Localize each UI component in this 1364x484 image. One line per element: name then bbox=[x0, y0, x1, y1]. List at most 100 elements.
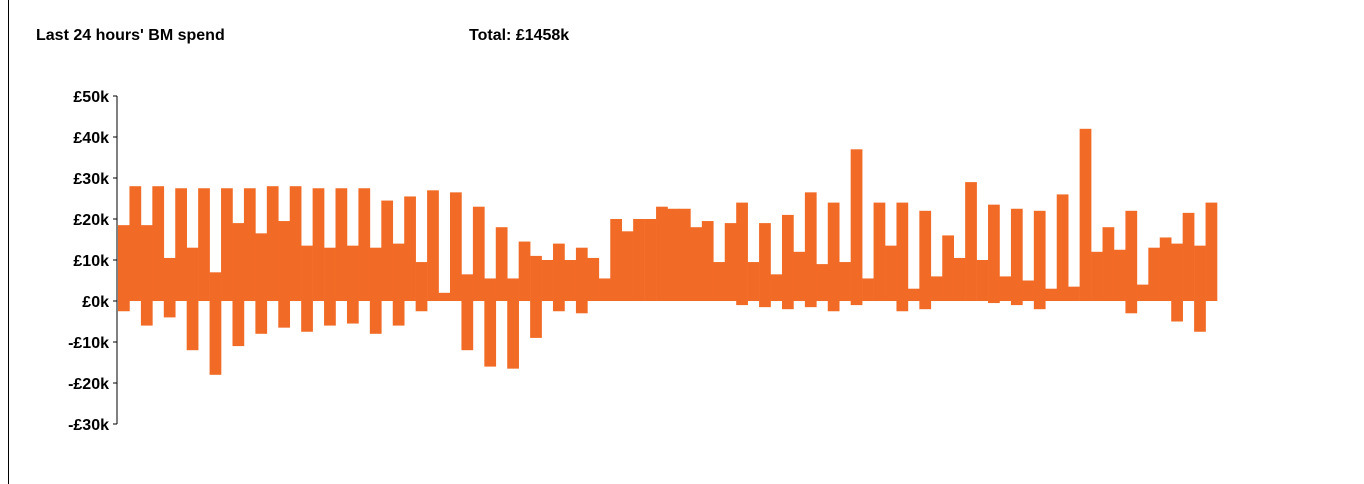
bar-positive bbox=[724, 223, 737, 301]
bar-positive bbox=[404, 196, 416, 301]
bar-negative bbox=[781, 301, 794, 310]
bar-positive bbox=[804, 192, 817, 301]
bar-negative bbox=[118, 301, 130, 312]
y-tick-label: £30k bbox=[73, 171, 109, 188]
bar-positive bbox=[1113, 249, 1126, 301]
chart-title: Last 24 hours' BM spend bbox=[36, 27, 225, 44]
bar-negative bbox=[369, 301, 382, 334]
bar-negative bbox=[392, 301, 405, 326]
bar-positive bbox=[346, 245, 359, 301]
y-tick-label: £50k bbox=[73, 89, 109, 106]
bar-negative bbox=[1033, 301, 1046, 310]
bar-positive bbox=[381, 200, 394, 301]
total-prefix: Total: bbox=[469, 27, 512, 44]
bar-negative bbox=[255, 301, 268, 334]
bar-positive bbox=[816, 264, 829, 301]
bar-negative bbox=[278, 301, 291, 328]
bar-positive bbox=[1194, 245, 1206, 301]
total-label: Total: £1458k bbox=[469, 27, 569, 45]
bar-positive bbox=[678, 208, 691, 301]
bar-positive bbox=[541, 260, 554, 301]
bar-positive bbox=[575, 247, 588, 301]
bar-positive bbox=[1159, 237, 1172, 301]
y-tick-label: -£30k bbox=[68, 417, 109, 434]
bar-negative bbox=[988, 301, 1000, 304]
bar-positive bbox=[553, 243, 565, 301]
bar-negative bbox=[301, 301, 313, 332]
bar-positive bbox=[518, 241, 531, 301]
bar-positive bbox=[495, 227, 508, 301]
bar-positive bbox=[1136, 284, 1149, 301]
bar-positive bbox=[759, 223, 771, 301]
bar-positive bbox=[644, 219, 657, 301]
bar-negative bbox=[186, 301, 199, 351]
bar-positive bbox=[1182, 212, 1195, 301]
bar-positive bbox=[598, 278, 611, 301]
bar-positive bbox=[564, 260, 577, 301]
bar-negative bbox=[507, 301, 519, 369]
bar-positive bbox=[335, 188, 348, 301]
bar-positive bbox=[163, 257, 176, 301]
bar-positive bbox=[919, 210, 932, 301]
bar-positive bbox=[793, 251, 806, 301]
bar-positive bbox=[896, 202, 909, 301]
y-tick-label: £10k bbox=[73, 253, 109, 270]
bar-negative bbox=[575, 301, 588, 314]
bar-positive bbox=[301, 245, 313, 301]
bar-negative bbox=[850, 301, 863, 306]
bar-positive bbox=[907, 288, 920, 301]
bar-positive bbox=[1205, 202, 1218, 301]
bar-positive bbox=[1091, 251, 1103, 301]
bar-positive bbox=[232, 223, 245, 301]
bar-positive bbox=[129, 186, 142, 301]
bar-positive bbox=[1079, 128, 1092, 301]
bar-positive bbox=[1045, 288, 1058, 301]
bar-positive bbox=[610, 219, 623, 301]
bar-positive bbox=[312, 188, 325, 301]
bar-positive bbox=[243, 188, 256, 301]
bar-positive bbox=[942, 235, 954, 301]
bar-positive bbox=[507, 278, 519, 301]
bar-positive bbox=[713, 262, 726, 301]
bar-positive bbox=[587, 257, 600, 301]
bar-negative bbox=[827, 301, 840, 312]
bar-positive bbox=[1068, 286, 1080, 301]
bar-positive bbox=[278, 221, 291, 301]
bar-positive bbox=[266, 186, 279, 301]
bar-positive bbox=[827, 202, 840, 301]
bar-negative bbox=[232, 301, 245, 347]
bar-positive bbox=[198, 188, 210, 301]
y-tick-label: -£10k bbox=[68, 335, 109, 352]
bar-negative bbox=[140, 301, 153, 326]
bar-positive bbox=[369, 247, 382, 301]
bar-negative bbox=[163, 301, 176, 318]
bar-negative bbox=[324, 301, 336, 326]
bar-positive bbox=[976, 260, 989, 301]
bar-positive bbox=[186, 247, 199, 301]
bar-positive bbox=[1010, 208, 1023, 301]
y-axis: £50k £40k £30k £20k £10k £0k -£10k -£20k -£30k bbox=[68, 89, 118, 434]
bar-positive bbox=[667, 208, 680, 301]
bar-negative bbox=[461, 301, 474, 351]
bar-positive bbox=[358, 188, 371, 301]
bar-negative bbox=[553, 301, 565, 312]
y-tick-label: £40k bbox=[73, 130, 109, 147]
bar-positive bbox=[472, 206, 485, 301]
bar-positive bbox=[862, 278, 874, 301]
bar-positive bbox=[690, 227, 703, 301]
bar-positive bbox=[415, 262, 428, 301]
bar-positive bbox=[701, 221, 714, 301]
bar-negative bbox=[919, 301, 932, 310]
bar-positive bbox=[530, 255, 542, 301]
bar-positive bbox=[209, 272, 222, 301]
bar-negative bbox=[484, 301, 497, 367]
bar-negative bbox=[736, 301, 748, 306]
bar-positive bbox=[621, 231, 634, 301]
y-tick-label: £0k bbox=[82, 294, 109, 311]
bar-positive bbox=[850, 149, 863, 301]
bar-negative bbox=[209, 301, 222, 375]
bar-negative bbox=[804, 301, 817, 308]
y-tick-label: -£20k bbox=[68, 376, 109, 393]
bars bbox=[118, 128, 1218, 375]
